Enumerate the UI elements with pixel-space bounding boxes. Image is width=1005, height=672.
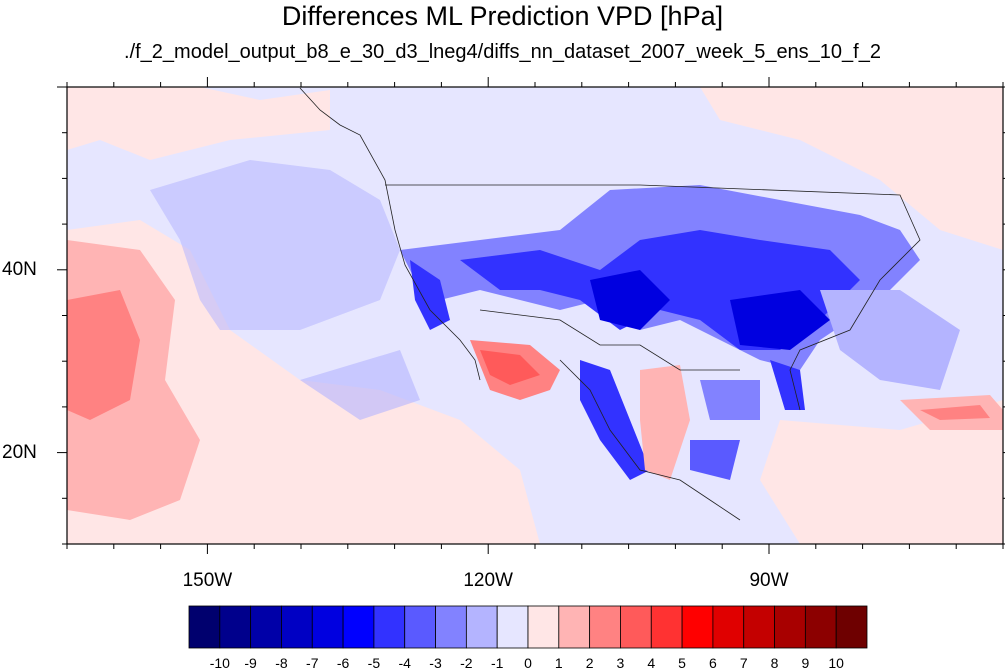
blue-florida (770, 360, 805, 410)
colorbar-label: 7 (739, 655, 748, 671)
colorbar-label: -5 (367, 655, 381, 671)
coastline-west (299, 87, 481, 381)
colorbar-label: -10 (209, 655, 230, 671)
coastline-east-border (385, 184, 921, 411)
colorbar-swatch (219, 605, 252, 649)
colorbar-swatch (558, 605, 591, 649)
blue-california (410, 260, 450, 330)
colorbar-label: -8 (275, 655, 288, 671)
colorbar-swatch (589, 605, 621, 649)
plot-subtitle: ./f_2_model_output_b8_e_30_d3_lneg4/diff… (124, 41, 881, 63)
colorbar-label: 9 (801, 655, 810, 671)
colorbar-swatch (712, 605, 745, 649)
lat-label-20n: 20N (2, 441, 37, 463)
pink-patch-gulf (640, 365, 690, 480)
light-blue-atlantic (820, 290, 960, 390)
lat-label-40n: 40N (2, 258, 37, 280)
colorbar-label: -3 (429, 655, 442, 671)
red-core-southwest (480, 350, 540, 385)
blue-mexico (580, 360, 650, 480)
colorbar-label: 3 (616, 655, 625, 671)
colorbar-label: 8 (770, 655, 779, 671)
colorbar-label: -7 (306, 655, 319, 671)
colorbar-swatch (465, 605, 498, 649)
colorbar-label: 4 (647, 655, 656, 671)
colorbar (188, 605, 868, 649)
colorbar-swatch (373, 605, 406, 649)
coastline-mexico (559, 359, 741, 521)
dark-blue-core-southeast (730, 290, 830, 350)
colorbar-label: 10 (828, 655, 844, 671)
colorbar-label: -2 (460, 655, 473, 671)
colorbar-swatch (342, 605, 375, 649)
colorbar-swatch (496, 605, 529, 649)
colorbar-swatch (404, 605, 436, 649)
vpd-difference-map (57, 77, 1005, 554)
colorbar-swatch (188, 605, 221, 649)
colorbar-label: -9 (244, 655, 257, 671)
colorbar-swatch (527, 605, 560, 649)
colorbar-swatch (435, 605, 467, 649)
red-patch-west (67, 290, 140, 420)
colorbar-swatch (804, 605, 837, 649)
light-blue-pacific (150, 160, 400, 330)
colorbar-swatch (620, 605, 652, 649)
colorbar-swatch (681, 605, 714, 649)
colorbar-swatch (250, 605, 282, 649)
dark-blue-core-plains (590, 270, 670, 330)
colorbar-swatch (835, 605, 868, 649)
colorbar-label: 1 (554, 655, 563, 671)
map-ticks (57, 77, 1005, 554)
blue-patch-gulf-east (700, 380, 760, 420)
plot-title: Differences ML Prediction VPD [hPa] (281, 1, 724, 31)
colorbar-swatch (650, 605, 683, 649)
lon-label-90w: 90W (749, 570, 789, 591)
colorbar-swatch (743, 605, 775, 649)
map-field (67, 87, 1003, 544)
pink-region-nw (67, 87, 330, 160)
colorbar-label: 0 (524, 655, 532, 671)
red-streak-atlantic (920, 405, 990, 420)
colorbar-label: -4 (398, 655, 411, 671)
colorbar-swatch (311, 605, 344, 649)
lon-label-120w: 120W (463, 570, 513, 591)
colorbar-label: -6 (336, 655, 350, 671)
colorbar-label: 6 (709, 655, 717, 671)
us-mexico-border (479, 309, 740, 371)
colorbar-label: 2 (585, 655, 594, 671)
colorbar-label: 5 (678, 655, 686, 671)
pink-region-ne (700, 87, 1003, 250)
colorbar-swatch (774, 605, 806, 649)
colorbar-swatch (281, 605, 313, 649)
light-blue-patch (300, 350, 420, 420)
pink-region-se (760, 400, 1003, 544)
colorbar-label: -1 (490, 655, 504, 671)
blue-central-america (690, 440, 740, 480)
lon-label-150w: 150W (182, 570, 233, 591)
